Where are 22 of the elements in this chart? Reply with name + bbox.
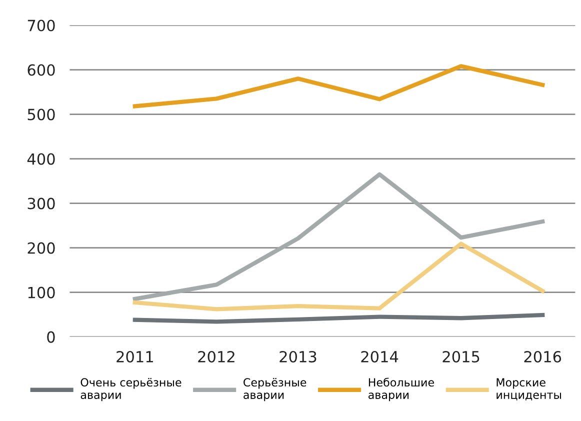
y-tick-label: 200 [28,242,55,254]
legend-label: Серьёзные аварии [244,378,306,402]
line-series [132,172,545,302]
line-series [132,242,545,312]
x-tick-label: 2016 [524,350,562,363]
legend-label: Очень серьёзные аварии [80,378,182,402]
y-tick-label: 300 [28,198,55,210]
y-tick-label: 500 [28,108,55,120]
line-series [132,312,545,324]
legend-label: Небольшие аварии [368,378,434,402]
y-tick-label: 600 [28,64,55,76]
y-tick-label: 100 [28,286,55,298]
x-tick-label: 2013 [280,350,316,363]
y-tick-label: 0 [47,331,55,343]
y-tick-label: 700 [28,20,55,32]
x-tick-label: 2011 [116,350,153,363]
x-tick-label: 2012 [198,350,234,363]
x-tick-label: 2015 [442,350,480,363]
line-series [132,64,545,108]
y-tick-label: 400 [27,153,55,165]
legend-label: Морские инциденты [496,378,561,400]
x-tick-label: 2014 [361,350,398,363]
